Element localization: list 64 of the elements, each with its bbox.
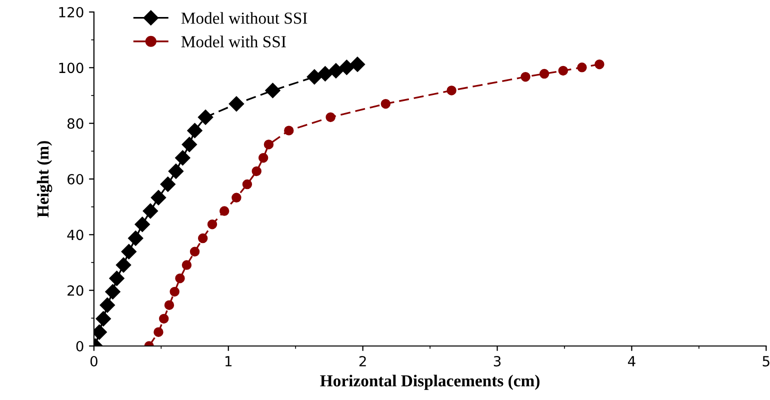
point [326, 112, 336, 122]
legend-label: Model with SSI [181, 36, 286, 48]
y-tick-label: 100 [59, 62, 84, 74]
point [182, 260, 192, 270]
point [175, 150, 190, 166]
point [242, 179, 252, 190]
legend-label: Model without SSI [181, 12, 308, 24]
x-tick-label: 2 [359, 356, 366, 366]
point [158, 314, 169, 324]
point [306, 69, 322, 84]
y-tick-label: 120 [59, 6, 84, 18]
point [284, 126, 294, 136]
point [168, 164, 184, 179]
x-tick-label: 4 [628, 356, 636, 366]
point [350, 56, 366, 72]
x-tick-label: 1 [225, 356, 232, 366]
point [170, 286, 180, 297]
point [232, 192, 242, 203]
x-tick-label: 5 [762, 356, 770, 366]
point [128, 230, 144, 246]
point [520, 72, 530, 82]
point [160, 176, 176, 192]
point [121, 244, 136, 260]
y-tick-label: 40 [67, 230, 84, 240]
point [558, 66, 568, 76]
point [187, 123, 202, 138]
point [100, 298, 115, 313]
point [264, 140, 274, 150]
point [154, 327, 164, 337]
point [328, 63, 344, 78]
point [175, 274, 185, 284]
point [219, 206, 230, 216]
point [594, 59, 604, 70]
point [198, 233, 208, 244]
x-tick-label: 0 [90, 356, 98, 366]
point [380, 98, 391, 109]
point [252, 166, 262, 176]
point [265, 82, 280, 98]
point [539, 68, 550, 79]
x-axis-title: Horizontal Displacements (cm) [320, 374, 540, 390]
point [318, 66, 333, 82]
point [150, 190, 166, 206]
point [116, 257, 132, 273]
y-tick-label: 20 [68, 285, 84, 296]
y-tick-label: 60 [68, 174, 84, 184]
y-tick-label: 80 [67, 118, 84, 129]
point [190, 246, 200, 257]
y-tick-label: 0 [76, 340, 84, 352]
point [446, 86, 456, 96]
point [198, 110, 214, 125]
point [228, 96, 244, 112]
y-axis-title: Height (m) [36, 141, 52, 218]
point [105, 284, 120, 300]
point [207, 220, 218, 230]
point [577, 62, 587, 72]
point [164, 300, 174, 310]
point [142, 203, 158, 219]
point [96, 311, 111, 326]
point [258, 152, 268, 163]
point [134, 216, 150, 232]
point [339, 60, 354, 75]
point [109, 270, 124, 286]
point [182, 136, 197, 152]
x-tick-label: 3 [494, 356, 501, 366]
